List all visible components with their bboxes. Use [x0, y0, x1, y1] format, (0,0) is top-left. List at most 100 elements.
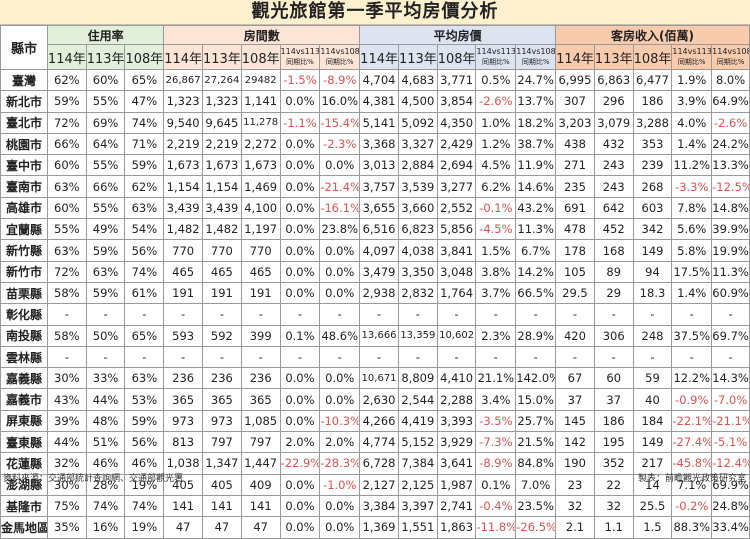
- table-cell: 5,092: [397, 111, 438, 134]
- table-cell: 141: [163, 494, 204, 518]
- table-cell: 63%: [85, 260, 126, 283]
- table-cell: 0.0%: [279, 132, 321, 156]
- table-cell: 32: [593, 494, 634, 518]
- table-row: 基隆市 75% 74% 74% 141 141 141 0.0% 0.0% 3,384 3,397 2…: [0, 494, 750, 518]
- table-cell: 178: [555, 239, 595, 262]
- row-city: 臺中市: [0, 154, 48, 177]
- table-cell: 1,154: [202, 175, 242, 198]
- table-cell: 6,995: [555, 68, 595, 92]
- table-cell: 18.2%: [515, 111, 557, 134]
- table-cell: -: [46, 345, 87, 369]
- table-cell: 973: [202, 409, 242, 433]
- table-cell: 11.9%: [515, 154, 557, 177]
- table-cell: 3,368: [359, 132, 399, 156]
- table-cell: 26,867: [163, 68, 204, 92]
- table-cell: 38.7%: [515, 132, 557, 156]
- table-cell: 33%: [85, 367, 126, 390]
- table-cell: 63%: [124, 367, 165, 390]
- table-cell: 142.0%: [515, 367, 557, 390]
- table-cell: 39%: [46, 409, 87, 433]
- table-cell: 47: [163, 516, 204, 539]
- table-cell: 184: [632, 409, 673, 433]
- table-cell: 47: [240, 516, 281, 539]
- table-cell: 1,085: [240, 409, 281, 433]
- table-cell: 1.2%: [475, 132, 517, 156]
- data-source-note: 資料來源：交通部統計查詢網、交通部觀光署: [3, 474, 184, 484]
- table-cell: 11.3%: [515, 218, 557, 241]
- table-cell: 0.0%: [279, 175, 321, 198]
- table-cell: -: [279, 345, 321, 369]
- table-cell: 66%: [85, 175, 126, 198]
- table-cell: 0.0%: [279, 388, 321, 411]
- table-cell: 1,369: [359, 516, 399, 539]
- table-row: 花蓮縣 32% 46% 46% 1,038 1,347 1,447 -22.9% -28.3% 6…: [0, 452, 750, 475]
- table-cell: -2.6%: [475, 90, 517, 113]
- table-cell: 13,666: [359, 324, 399, 347]
- table-cell: 5,152: [397, 431, 438, 454]
- table-cell: 55%: [85, 154, 126, 177]
- table-cell: 5,856: [436, 218, 477, 241]
- table-cell: -5.1%: [711, 431, 750, 454]
- table-cell: 186: [593, 409, 634, 433]
- table-row: 彰化縣 - - - - - - - - - - - - - - - - - -: [0, 303, 750, 326]
- table-cell: -12.5%: [711, 175, 750, 198]
- table-cell: 94: [632, 260, 673, 283]
- table-cell: -: [124, 345, 165, 369]
- table-cell: -: [632, 345, 673, 369]
- table-cell: 1,551: [397, 516, 438, 539]
- table-cell: 59%: [124, 154, 165, 177]
- row-city: 屏東縣: [0, 409, 48, 433]
- table-cell: 973: [163, 409, 204, 433]
- table-cell: 142: [555, 431, 595, 454]
- table-cell: 243: [593, 154, 634, 177]
- row-city: 臺南市: [0, 175, 48, 198]
- table-cell: 32: [555, 494, 595, 518]
- table-cell: 0.0%: [319, 260, 361, 283]
- table-row: 臺北市 72% 69% 74% 9,540 9,645 11,278 -1.1% -15.4% 5…: [0, 111, 750, 134]
- table-cell: 239: [632, 154, 673, 177]
- table-cell: 59: [632, 367, 673, 390]
- table-cell: 1,141: [240, 90, 281, 113]
- table-cell: 0.0%: [279, 494, 321, 518]
- table-cell: 3,771: [436, 68, 477, 92]
- table-cell: 353: [632, 132, 673, 156]
- table-cell: 7.8%: [671, 196, 713, 220]
- table-cell: 3,350: [397, 260, 438, 283]
- table-cell: 465: [163, 260, 204, 283]
- table-cell: 8,809: [397, 367, 438, 390]
- table-cell: -: [319, 345, 361, 369]
- table-cell: 1,323: [202, 90, 242, 113]
- table-cell: 60%: [85, 68, 126, 92]
- table-cell: 74%: [124, 111, 165, 134]
- row-city: 金馬地區: [0, 516, 48, 539]
- table-cell: 65%: [124, 68, 165, 92]
- table-cell: 13.3%: [711, 154, 750, 177]
- table-cell: 74%: [124, 260, 165, 283]
- table-cell: 47: [202, 516, 242, 539]
- header-rooms-col-1: 113年: [202, 44, 242, 70]
- table-cell: 145: [555, 409, 595, 433]
- table-cell: 3,048: [436, 260, 477, 283]
- row-city: 南投縣: [0, 324, 48, 347]
- table-cell: 452: [593, 218, 634, 241]
- table-cell: 60.9%: [711, 281, 750, 305]
- table-cell: 16.0%: [319, 90, 361, 113]
- table-cell: 44%: [85, 388, 126, 411]
- table-cell: 65%: [124, 324, 165, 347]
- table-cell: 4,683: [397, 68, 438, 92]
- table-cell: -: [202, 345, 242, 369]
- row-city: 花蓮縣: [0, 452, 48, 475]
- table-cell: 235: [555, 175, 595, 198]
- table-cell: 53%: [124, 388, 165, 411]
- table-cell: -2.3%: [319, 132, 361, 156]
- table-cell: 18.3: [632, 281, 673, 305]
- table-cell: 9,540: [163, 111, 204, 134]
- table-cell: 3,479: [359, 260, 399, 283]
- row-city: 嘉義縣: [0, 367, 48, 390]
- table-cell: 72%: [46, 260, 87, 283]
- row-city: 苗栗縣: [0, 281, 48, 305]
- table-cell: 0.0%: [319, 239, 361, 262]
- row-city: 宜蘭縣: [0, 218, 48, 241]
- header-city: 縣市: [0, 25, 48, 70]
